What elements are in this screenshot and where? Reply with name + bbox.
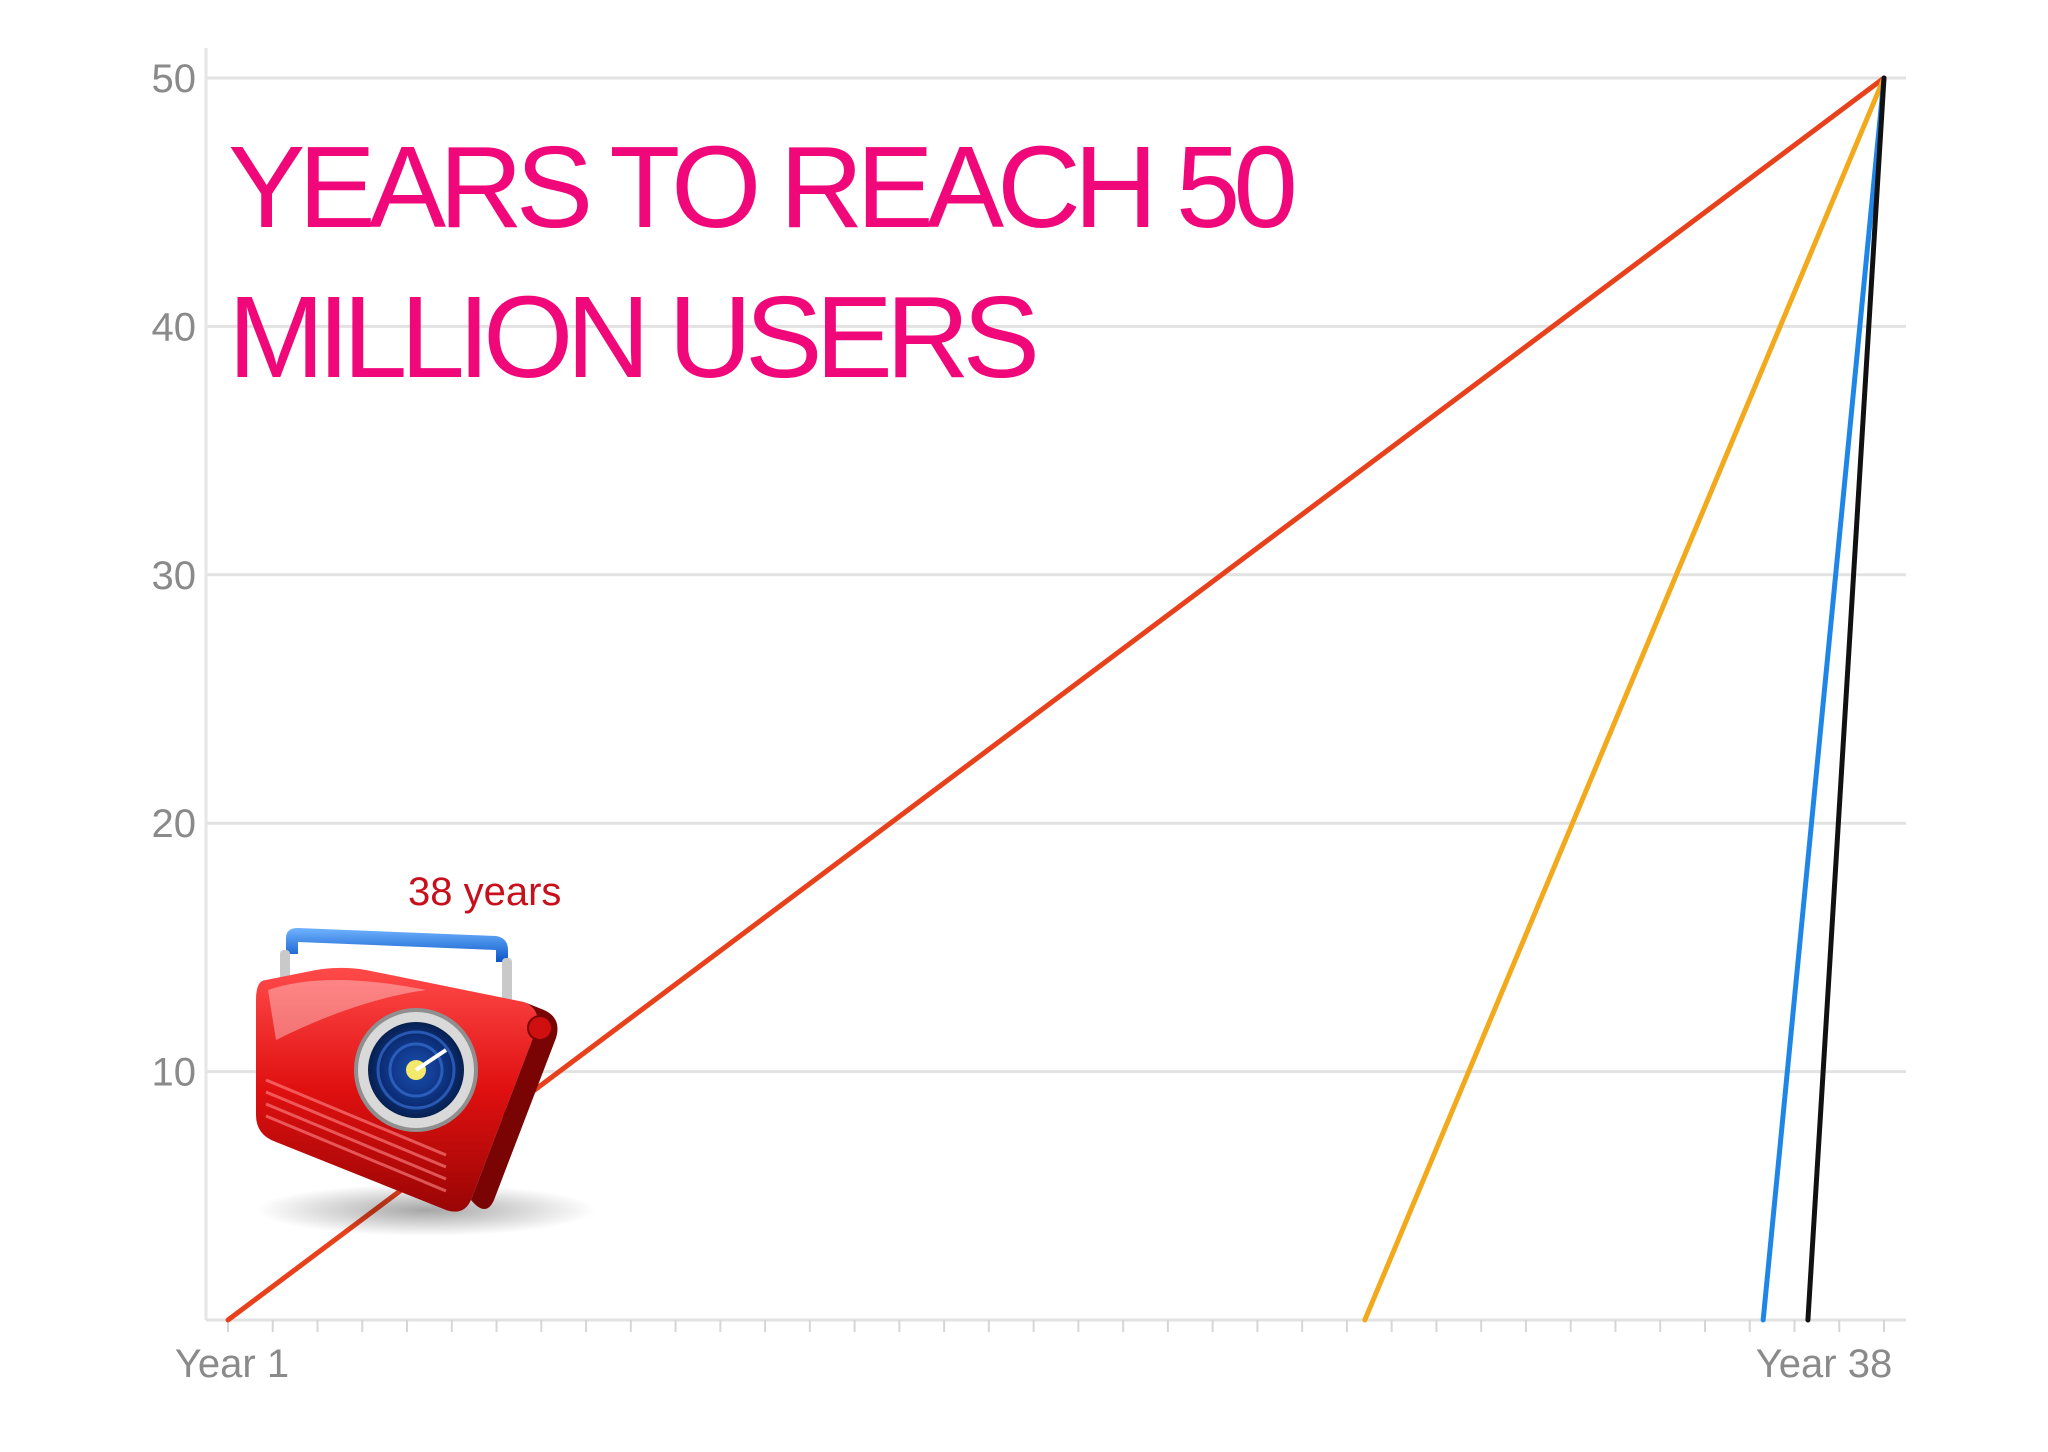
y-tick-label-20: 20	[152, 802, 197, 846]
annotation-38-years: 38 years	[408, 870, 562, 914]
series-line-2	[1362, 75, 1887, 1323]
chart-title-line-1: YEARS TO REACH 50	[228, 122, 1298, 252]
series-line-3	[1760, 75, 1887, 1323]
x-tick-label-start: Year 1	[175, 1342, 289, 1386]
axis-layer	[204, 48, 1906, 1332]
series-line-4	[1805, 75, 1887, 1323]
grid-layer	[206, 76, 1906, 1074]
y-tick-label-10: 10	[152, 1051, 197, 1095]
x-tick-label-end: Year 38	[1756, 1342, 1892, 1386]
y-tick-label-40: 40	[152, 305, 197, 349]
y-tick-label-50: 50	[152, 57, 197, 101]
label-layer: 10 20 30 40 50 Year 1 Year 38	[152, 57, 1893, 1386]
chart-title-line-2: MILLION USERS	[228, 272, 1040, 402]
y-tick-label-30: 30	[152, 554, 197, 598]
chart-title: YEARS TO REACH 50 MILLION USERS	[228, 112, 1298, 412]
radio-icon	[246, 910, 606, 1240]
